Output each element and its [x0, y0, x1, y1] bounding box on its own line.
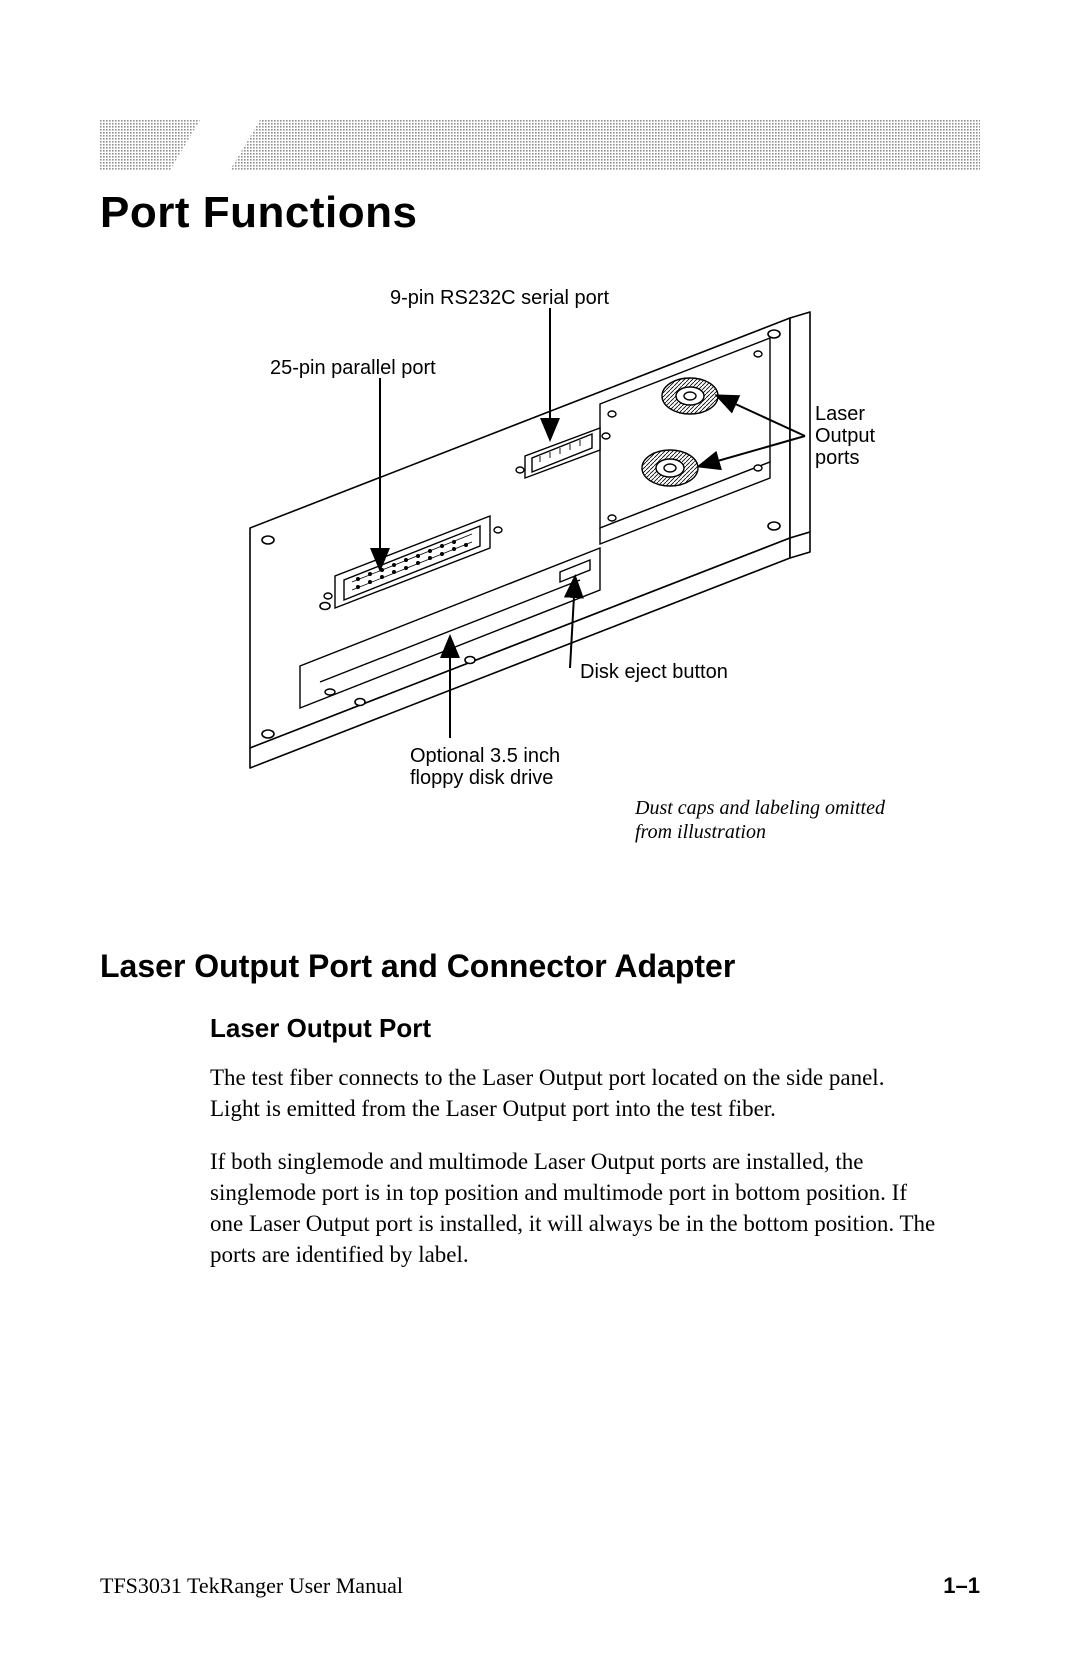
page: Port Functions [0, 0, 1080, 1669]
port-diagram: 9-pin RS232C serial port 25-pin parallel… [100, 278, 980, 898]
page-title: Port Functions [100, 188, 980, 238]
header-banner [100, 120, 980, 170]
label-parallel: 25-pin parallel port [270, 357, 436, 379]
diagram-svg: 9-pin RS232C serial port 25-pin parallel… [130, 278, 950, 898]
diagram-caption: Dust caps and labeling omitted from illu… [634, 797, 890, 843]
footer-manual-name: TFS3031 TekRanger User Manual [100, 1573, 403, 1599]
banner-svg [100, 120, 980, 170]
label-laser: Laser Output ports [815, 403, 881, 469]
page-footer: TFS3031 TekRanger User Manual 1–1 [100, 1573, 980, 1599]
section-heading: Laser Output Port and Connector Adapter [100, 948, 980, 985]
subsection-heading: Laser Output Port [210, 1013, 980, 1044]
label-eject: Disk eject button [580, 661, 728, 683]
label-floppy: Optional 3.5 inch floppy disk drive [410, 745, 566, 789]
label-serial: 9-pin RS232C serial port [390, 287, 609, 309]
body-paragraph-2: If both singlemode and multimode Laser O… [210, 1146, 940, 1270]
body-paragraph-1: The test fiber connects to the Laser Out… [210, 1062, 940, 1124]
footer-page-number: 1–1 [943, 1573, 980, 1599]
